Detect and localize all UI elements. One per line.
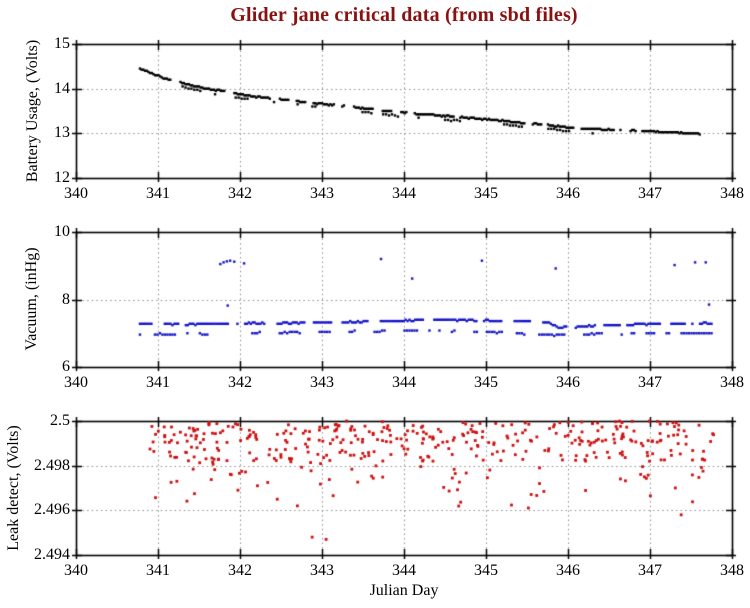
xlabel-julian-day: Julian Day [369, 582, 439, 599]
x-tick-label: 342 [228, 374, 252, 391]
y-tick-label: 2.494 [34, 546, 70, 563]
x-tick-label: 341 [146, 374, 170, 391]
y-tick-label: 2.498 [34, 456, 70, 474]
y-tick-label: 14 [54, 79, 70, 97]
x-tick-label: 348 [720, 185, 744, 202]
y-tick-label: 2.5 [50, 412, 70, 429]
x-tick-label: 341 [146, 562, 170, 579]
y-tick-label: 6 [62, 358, 70, 375]
x-tick-label: 341 [146, 185, 170, 202]
x-tick-label: 345 [474, 562, 498, 579]
x-tick-label: 343 [310, 562, 334, 579]
y-tick-label: 10 [54, 223, 70, 240]
y-tick-label: 15 [54, 35, 70, 52]
x-tick-label: 346 [556, 374, 580, 391]
x-tick-label: 347 [638, 374, 662, 391]
x-tick-label: 340 [64, 374, 88, 391]
chart-title: Glider jane critical data (from sbd file… [230, 4, 578, 26]
x-tick-label: 346 [556, 562, 580, 579]
x-tick-label: 346 [556, 185, 580, 202]
x-tick-label: 348 [720, 562, 744, 579]
x-tick-label: 343 [310, 185, 334, 202]
y-tick-label: 12 [54, 169, 70, 186]
x-tick-label: 347 [638, 562, 662, 579]
x-tick-label: 340 [64, 562, 88, 579]
y-tick-label: 13 [54, 124, 70, 142]
x-tick-label: 347 [638, 185, 662, 202]
x-tick-label: 344 [392, 374, 416, 391]
x-tick-label: 344 [392, 562, 416, 579]
x-tick-label: 345 [474, 374, 498, 391]
y-tick-label: 2.496 [34, 501, 70, 519]
x-tick-label: 342 [228, 562, 252, 579]
x-tick-label: 343 [310, 374, 334, 391]
x-tick-label: 344 [392, 185, 416, 202]
x-tick-label: 348 [720, 374, 744, 391]
x-tick-label: 345 [474, 185, 498, 202]
x-tick-label: 342 [228, 185, 252, 202]
x-tick-label: 340 [64, 185, 88, 202]
y-tick-label: 8 [62, 290, 70, 308]
